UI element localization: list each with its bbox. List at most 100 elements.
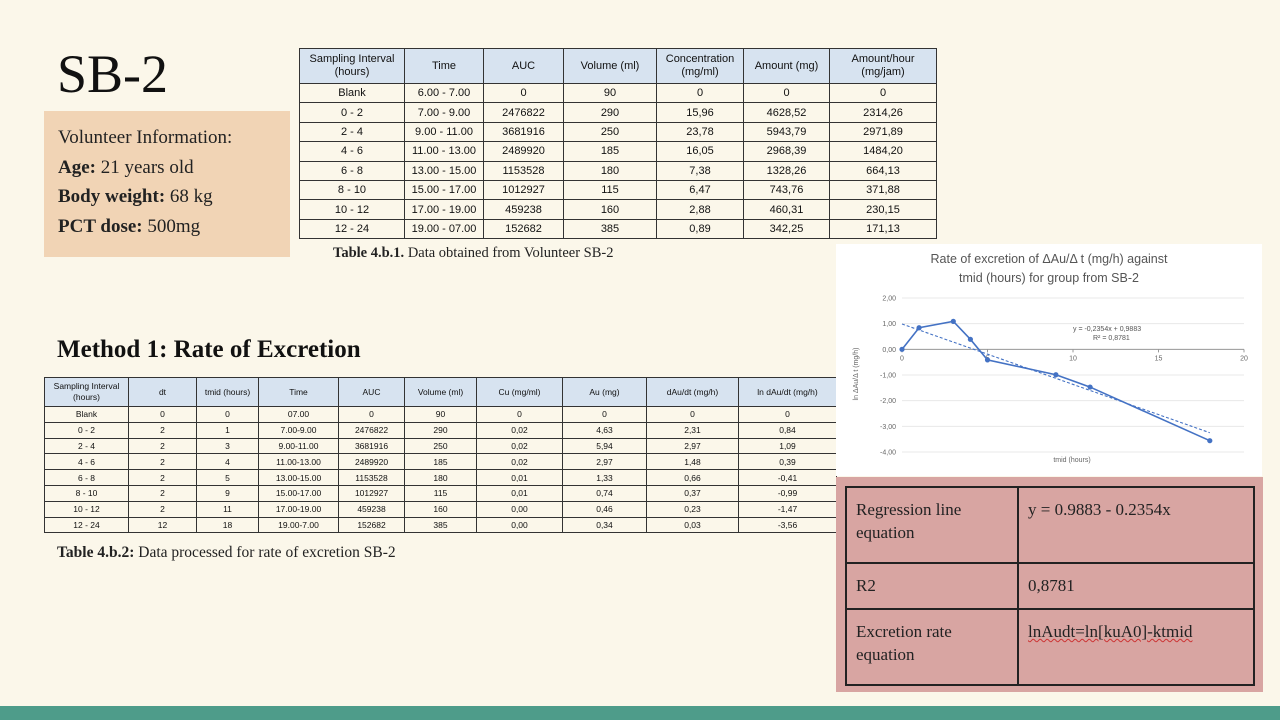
table-1-cell: 7.00 - 9.00	[404, 102, 484, 123]
chart-data-point	[967, 336, 973, 342]
table-2-cell: Blank	[44, 406, 129, 423]
table-2-header-cell: tmid (hours)	[196, 377, 259, 407]
table-2-cell: 1,48	[646, 453, 739, 471]
table-2-cell: 2	[128, 453, 197, 471]
table-2-cell: 3	[196, 437, 259, 455]
table-1-cell: 2,88	[656, 199, 744, 220]
chart-data-point	[1053, 372, 1059, 378]
table-1-cell: 11.00 - 13.00	[404, 141, 484, 162]
table-2-cell: 1153528	[338, 469, 405, 486]
table-1-cell: 290	[563, 102, 657, 123]
chart-title-line-1: Rate of excretion of ΔAu/Δ t (mg/h) agai…	[931, 252, 1168, 266]
table-1-cell: 180	[563, 160, 657, 181]
table-2-cell: 7.00-9.00	[258, 421, 339, 439]
table-2-row: 10 - 12 2 11 17.00-19.00 459238 160 0,00 0,46 0,…	[44, 500, 837, 518]
table-1-cell: 342,25	[743, 218, 830, 240]
table-2-cell: 4 - 6	[44, 453, 129, 471]
table-2-cell: 185	[404, 453, 477, 471]
table-2-cell: 115	[404, 484, 477, 502]
table-1-header-cell: Amount/hour (mg/jam)	[829, 48, 937, 84]
table-1-caption-text: Data obtained from Volunteer SB-2	[404, 245, 614, 261]
table-1-row: 0 - 2 7.00 - 9.00 2476822 290 15,96 4628,52 23…	[299, 102, 937, 123]
table-2-cell: 0,01	[476, 484, 563, 502]
table-2-cell: 0,66	[646, 469, 739, 486]
table-2-cell: 2	[128, 421, 197, 439]
chart-data-point	[899, 346, 905, 352]
chart-y-tick-label: 0,00	[882, 347, 896, 354]
table-2-header-cell: Time	[258, 377, 339, 407]
table-1-cell: 152682	[483, 218, 564, 240]
table-2-cell: 4	[196, 453, 259, 471]
table-1-cell: 2476822	[483, 102, 564, 123]
table-2-cell: 19.00-7.00	[258, 516, 339, 534]
table-2-cell: 0	[738, 406, 837, 423]
table-1-row: 4 - 6 11.00 - 13.00 2489920 185 16,05 2968,39…	[299, 141, 937, 162]
table-1-cell: 185	[563, 141, 657, 162]
table-2-cell: 0	[128, 406, 197, 423]
table-2-cell: -0,99	[738, 484, 837, 502]
table-1-cell: 15,96	[656, 102, 744, 123]
trendline-equation: y = -0,2354x + 0,9883	[1073, 326, 1141, 333]
chart-y-tick-label: -2,00	[880, 398, 896, 405]
table-2-cell: 11.00-13.00	[258, 453, 339, 471]
table-2-cell: 0	[476, 406, 563, 423]
table-1-cell: 1153528	[483, 160, 564, 181]
table-1-cell: 10 - 12	[299, 199, 405, 220]
table-2-cell: 2	[128, 500, 197, 518]
regression-row: Excretion rate equation lnAudt=ln[kuA0]-…	[845, 608, 1255, 686]
bottom-accent-bar	[0, 706, 1280, 720]
regression-row: R2 0,8781	[845, 562, 1255, 610]
regression-row-label: Regression line equation	[845, 486, 1019, 564]
table-2-cell: 152682	[338, 516, 405, 534]
table-1-cell: 6.00 - 7.00	[404, 82, 484, 104]
table-2-cell: 9	[196, 484, 259, 502]
dose-line: PCT dose: 500mg	[58, 212, 276, 242]
chart-trendline	[901, 323, 1210, 434]
table-1-cell: 2 - 4	[299, 121, 405, 143]
table-2-header-cell: AUC	[338, 377, 405, 407]
volunteer-info-box: Volunteer Information: Age: 21 years old…	[44, 111, 290, 257]
table-2-cell: 4,63	[562, 421, 647, 439]
regression-row-value: y = 0.9883 - 0.2354x	[1017, 486, 1255, 564]
table-2-cell: 0,37	[646, 484, 739, 502]
table-1-cell: Blank	[299, 82, 405, 104]
table-2-cell: 8 - 10	[44, 484, 129, 502]
excretion-rate-table: Sampling Interval (hours) dt tmid (hours) T…	[44, 377, 837, 534]
table-1-cell: 460,31	[743, 199, 830, 220]
table-1-cell: 19.00 - 07.00	[404, 218, 484, 240]
table-2-cell: 0,01	[476, 469, 563, 486]
chart-x-tick-label: 20	[1240, 355, 1248, 362]
table-2-cell: 0,00	[476, 500, 563, 518]
table-2-cell: 180	[404, 469, 477, 486]
table-2-cell: 90	[404, 406, 477, 423]
table-1-cell: 743,76	[743, 179, 830, 201]
table-1-cell: 4628,52	[743, 102, 830, 123]
table-1-header-cell: Amount (mg)	[743, 48, 830, 84]
table-2-header-cell: Au (mg)	[562, 377, 647, 407]
table-2-cell: 2	[128, 469, 197, 486]
table-1-cell: 664,13	[829, 160, 937, 181]
table-2-cell: 459238	[338, 500, 405, 518]
table-2-cell: 2,97	[562, 453, 647, 471]
table-1-cell: 8 - 10	[299, 179, 405, 201]
table-1-cell: 1012927	[483, 179, 564, 201]
table-1-row: 2 - 4 9.00 - 11.00 3681916 250 23,78 5943,79 2…	[299, 121, 937, 143]
table-1-header-cell: AUC	[483, 48, 564, 84]
table-1-cell: 0 - 2	[299, 102, 405, 123]
age-value: 21 years old	[95, 156, 194, 178]
table-2-cell: -3,56	[738, 516, 837, 534]
table-2-cell: -1,47	[738, 500, 837, 518]
table-1-cell: 12 - 24	[299, 218, 405, 240]
table-1-cell: 0	[829, 82, 937, 104]
table-1-cell: 16,05	[656, 141, 744, 162]
chart-title-line-2: tmid (hours) for group from SB-2	[959, 271, 1139, 285]
chart-data-point	[950, 318, 956, 324]
table-1-cell: 23,78	[656, 121, 744, 143]
excretion-rate-equation: lnAudt=ln[kuA0]-ktmid	[1028, 622, 1193, 641]
regression-row: Regression line equation y = 0.9883 - 0.…	[845, 486, 1255, 564]
table-2-cell: 5	[196, 469, 259, 486]
table-1-cell: 2489920	[483, 141, 564, 162]
table-1-cell: 5943,79	[743, 121, 830, 143]
table-2-cell: 0,74	[562, 484, 647, 502]
chart-series-line	[901, 320, 1211, 442]
